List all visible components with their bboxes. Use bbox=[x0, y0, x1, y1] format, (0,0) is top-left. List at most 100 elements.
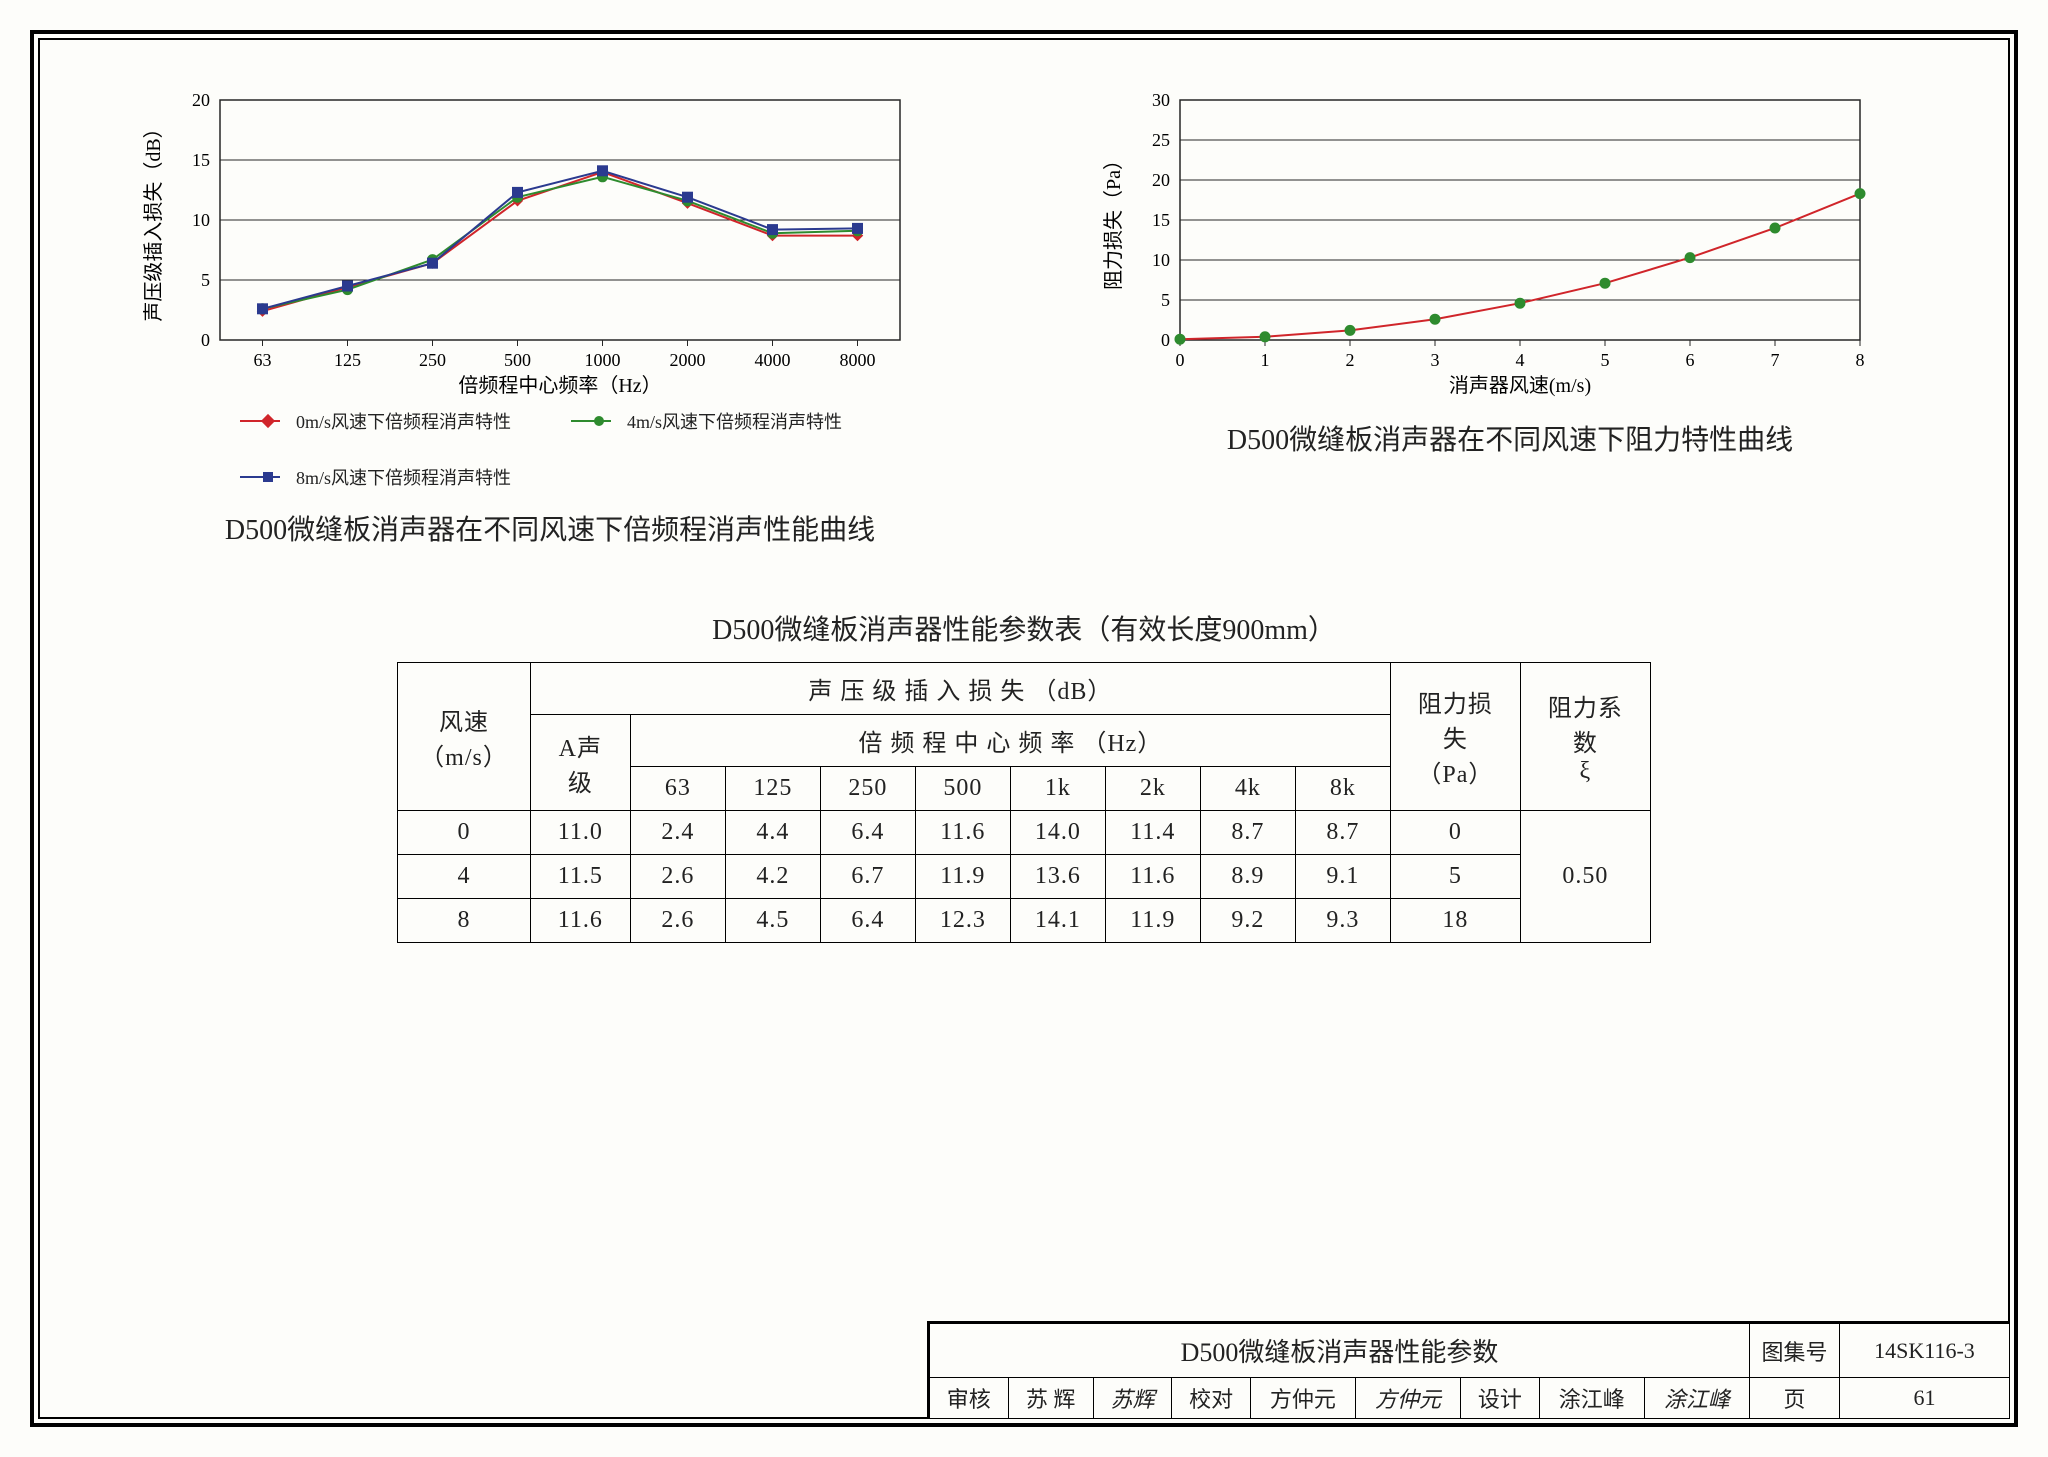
table-cell: 8.7 bbox=[1200, 811, 1295, 855]
table-cell: 11.4 bbox=[1105, 811, 1200, 855]
table-cell: 6.4 bbox=[820, 811, 915, 855]
svg-text:8000: 8000 bbox=[840, 350, 876, 370]
svg-text:25: 25 bbox=[1152, 130, 1170, 150]
table-cell: 阻力损失（Pa） bbox=[1390, 663, 1520, 811]
chart1-legend: 0m/s风速下倍频程消声特性 4m/s风速下倍频程消声特性 8m/s风速下倍频程消声… bbox=[240, 408, 1000, 490]
table-cell: 4.4 bbox=[725, 811, 820, 855]
tb-page-l: 页 bbox=[1750, 1378, 1840, 1419]
table-cell: 8k bbox=[1295, 767, 1390, 811]
table-cell: 2.6 bbox=[630, 899, 725, 943]
chart1-block: 声压级插入损失（dB）05101520631252505001000200040… bbox=[100, 80, 1000, 548]
svg-text:阻力损失（Pa）: 阻力损失（Pa） bbox=[1102, 150, 1125, 290]
table-cell: A声级 bbox=[530, 715, 630, 811]
chart2-block: 阻力损失（Pa）051015202530012345678消声器风速(m/s) … bbox=[1060, 80, 1960, 548]
svg-text:10: 10 bbox=[192, 210, 210, 230]
table-section: D500微缝板消声器性能参数表（有效长度900mm） 风速（m/s）声 压 级 … bbox=[100, 608, 1948, 943]
chart1-title: D500微缝板消声器在不同风速下倍频程消声性能曲线 bbox=[100, 508, 1000, 548]
svg-text:30: 30 bbox=[1152, 90, 1170, 110]
table-cell: 11.5 bbox=[530, 855, 630, 899]
svg-text:125: 125 bbox=[334, 350, 361, 370]
svg-text:4: 4 bbox=[1516, 350, 1525, 370]
legend-item: 8m/s风速下倍频程消声特性 bbox=[240, 464, 511, 490]
legend-label: 0m/s风速下倍频程消声特性 bbox=[296, 408, 511, 434]
table-cell: 14.0 bbox=[1010, 811, 1105, 855]
table-cell: 4k bbox=[1200, 767, 1295, 811]
table-cell: 250 bbox=[820, 767, 915, 811]
table-cell: 6.7 bbox=[820, 855, 915, 899]
table-cell: 125 bbox=[725, 767, 820, 811]
legend-item: 4m/s风速下倍频程消声特性 bbox=[571, 408, 842, 434]
svg-text:5: 5 bbox=[1601, 350, 1610, 370]
table-title: D500微缝板消声器性能参数表（有效长度900mm） bbox=[100, 608, 1948, 648]
table-cell: 8 bbox=[398, 899, 531, 943]
svg-text:8: 8 bbox=[1856, 350, 1865, 370]
table-cell: 6.4 bbox=[820, 899, 915, 943]
table-cell: 声 压 级 插 入 损 失 （dB） bbox=[530, 663, 1390, 715]
svg-text:20: 20 bbox=[1152, 170, 1170, 190]
charts-row: 声压级插入损失（dB）05101520631252505001000200040… bbox=[100, 80, 1948, 548]
legend-label: 8m/s风速下倍频程消声特性 bbox=[296, 464, 511, 490]
table-cell: 倍 频 程 中 心 频 率 （Hz） bbox=[630, 715, 1390, 767]
tb-check-l: 校对 bbox=[1172, 1378, 1251, 1419]
tb-review-s: 苏辉 bbox=[1093, 1378, 1172, 1419]
legend-swatch bbox=[571, 420, 611, 422]
svg-text:20: 20 bbox=[192, 90, 210, 110]
table-cell: 风速（m/s） bbox=[398, 663, 531, 811]
tb-design-n: 涂江峰 bbox=[1539, 1378, 1644, 1419]
legend-label: 4m/s风速下倍频程消声特性 bbox=[627, 408, 842, 434]
table-cell: 9.3 bbox=[1295, 899, 1390, 943]
tb-design-l: 设计 bbox=[1461, 1378, 1540, 1419]
legend-swatch bbox=[240, 476, 280, 478]
tb-check-n: 方仲元 bbox=[1250, 1378, 1355, 1419]
svg-text:1: 1 bbox=[1261, 350, 1270, 370]
table-cell: 0 bbox=[1390, 811, 1520, 855]
table-cell: 11.9 bbox=[1105, 899, 1200, 943]
table-cell: 2.4 bbox=[630, 811, 725, 855]
svg-text:5: 5 bbox=[1161, 290, 1170, 310]
svg-text:0: 0 bbox=[201, 330, 210, 350]
svg-text:倍频程中心频率（Hz）: 倍频程中心频率（Hz） bbox=[458, 374, 661, 397]
inner-frame: 声压级插入损失（dB）05101520631252505001000200040… bbox=[38, 38, 2010, 1419]
legend-item: 0m/s风速下倍频程消声特性 bbox=[240, 408, 511, 434]
table-cell: 14.1 bbox=[1010, 899, 1105, 943]
tb-review-n: 苏 辉 bbox=[1008, 1378, 1093, 1419]
table-cell: 2.6 bbox=[630, 855, 725, 899]
chart1-svg: 声压级插入损失（dB）05101520631252505001000200040… bbox=[100, 80, 1000, 400]
table-cell: 11.9 bbox=[915, 855, 1010, 899]
svg-text:2000: 2000 bbox=[670, 350, 706, 370]
table-cell: 11.6 bbox=[915, 811, 1010, 855]
svg-text:7: 7 bbox=[1771, 350, 1780, 370]
table-cell: 11.0 bbox=[530, 811, 630, 855]
svg-text:声压级插入损失（dB）: 声压级插入损失（dB） bbox=[142, 118, 165, 321]
table-cell: 阻力系数ξ bbox=[1520, 663, 1650, 811]
table-cell: 2k bbox=[1105, 767, 1200, 811]
tb-set-label: 图集号 bbox=[1750, 1324, 1840, 1378]
table-cell: 12.3 bbox=[915, 899, 1010, 943]
svg-text:6: 6 bbox=[1686, 350, 1695, 370]
tb-review-l: 审核 bbox=[930, 1378, 1009, 1419]
svg-text:0: 0 bbox=[1161, 330, 1170, 350]
svg-text:250: 250 bbox=[419, 350, 446, 370]
svg-text:2: 2 bbox=[1346, 350, 1355, 370]
table-cell: 0 bbox=[398, 811, 531, 855]
table-cell: 63 bbox=[630, 767, 725, 811]
table-cell: 500 bbox=[915, 767, 1010, 811]
drawing-sheet: 声压级插入损失（dB）05101520631252505001000200040… bbox=[30, 30, 2018, 1427]
tb-main-title: D500微缝板消声器性能参数 bbox=[930, 1324, 1750, 1378]
title-block: D500微缝板消声器性能参数 图集号 14SK116-3 审核 苏 辉 苏辉 校… bbox=[927, 1321, 2010, 1419]
chart2-svg: 阻力损失（Pa）051015202530012345678消声器风速(m/s) bbox=[1060, 80, 1960, 400]
table-cell: 9.2 bbox=[1200, 899, 1295, 943]
table-cell: 5 bbox=[1390, 855, 1520, 899]
table-cell: 4.5 bbox=[725, 899, 820, 943]
svg-text:0: 0 bbox=[1176, 350, 1185, 370]
table-cell: 8.9 bbox=[1200, 855, 1295, 899]
chart2-title: D500微缝板消声器在不同风速下阻力特性曲线 bbox=[1060, 418, 1960, 458]
tb-check-s: 方仲元 bbox=[1355, 1378, 1460, 1419]
tb-design-s: 涂江峰 bbox=[1644, 1378, 1749, 1419]
svg-text:15: 15 bbox=[1152, 210, 1170, 230]
table-cell: 11.6 bbox=[530, 899, 630, 943]
tb-page-n: 61 bbox=[1840, 1378, 2010, 1419]
table-cell: 18 bbox=[1390, 899, 1520, 943]
svg-text:1000: 1000 bbox=[585, 350, 621, 370]
svg-text:消声器风速(m/s): 消声器风速(m/s) bbox=[1449, 374, 1591, 397]
